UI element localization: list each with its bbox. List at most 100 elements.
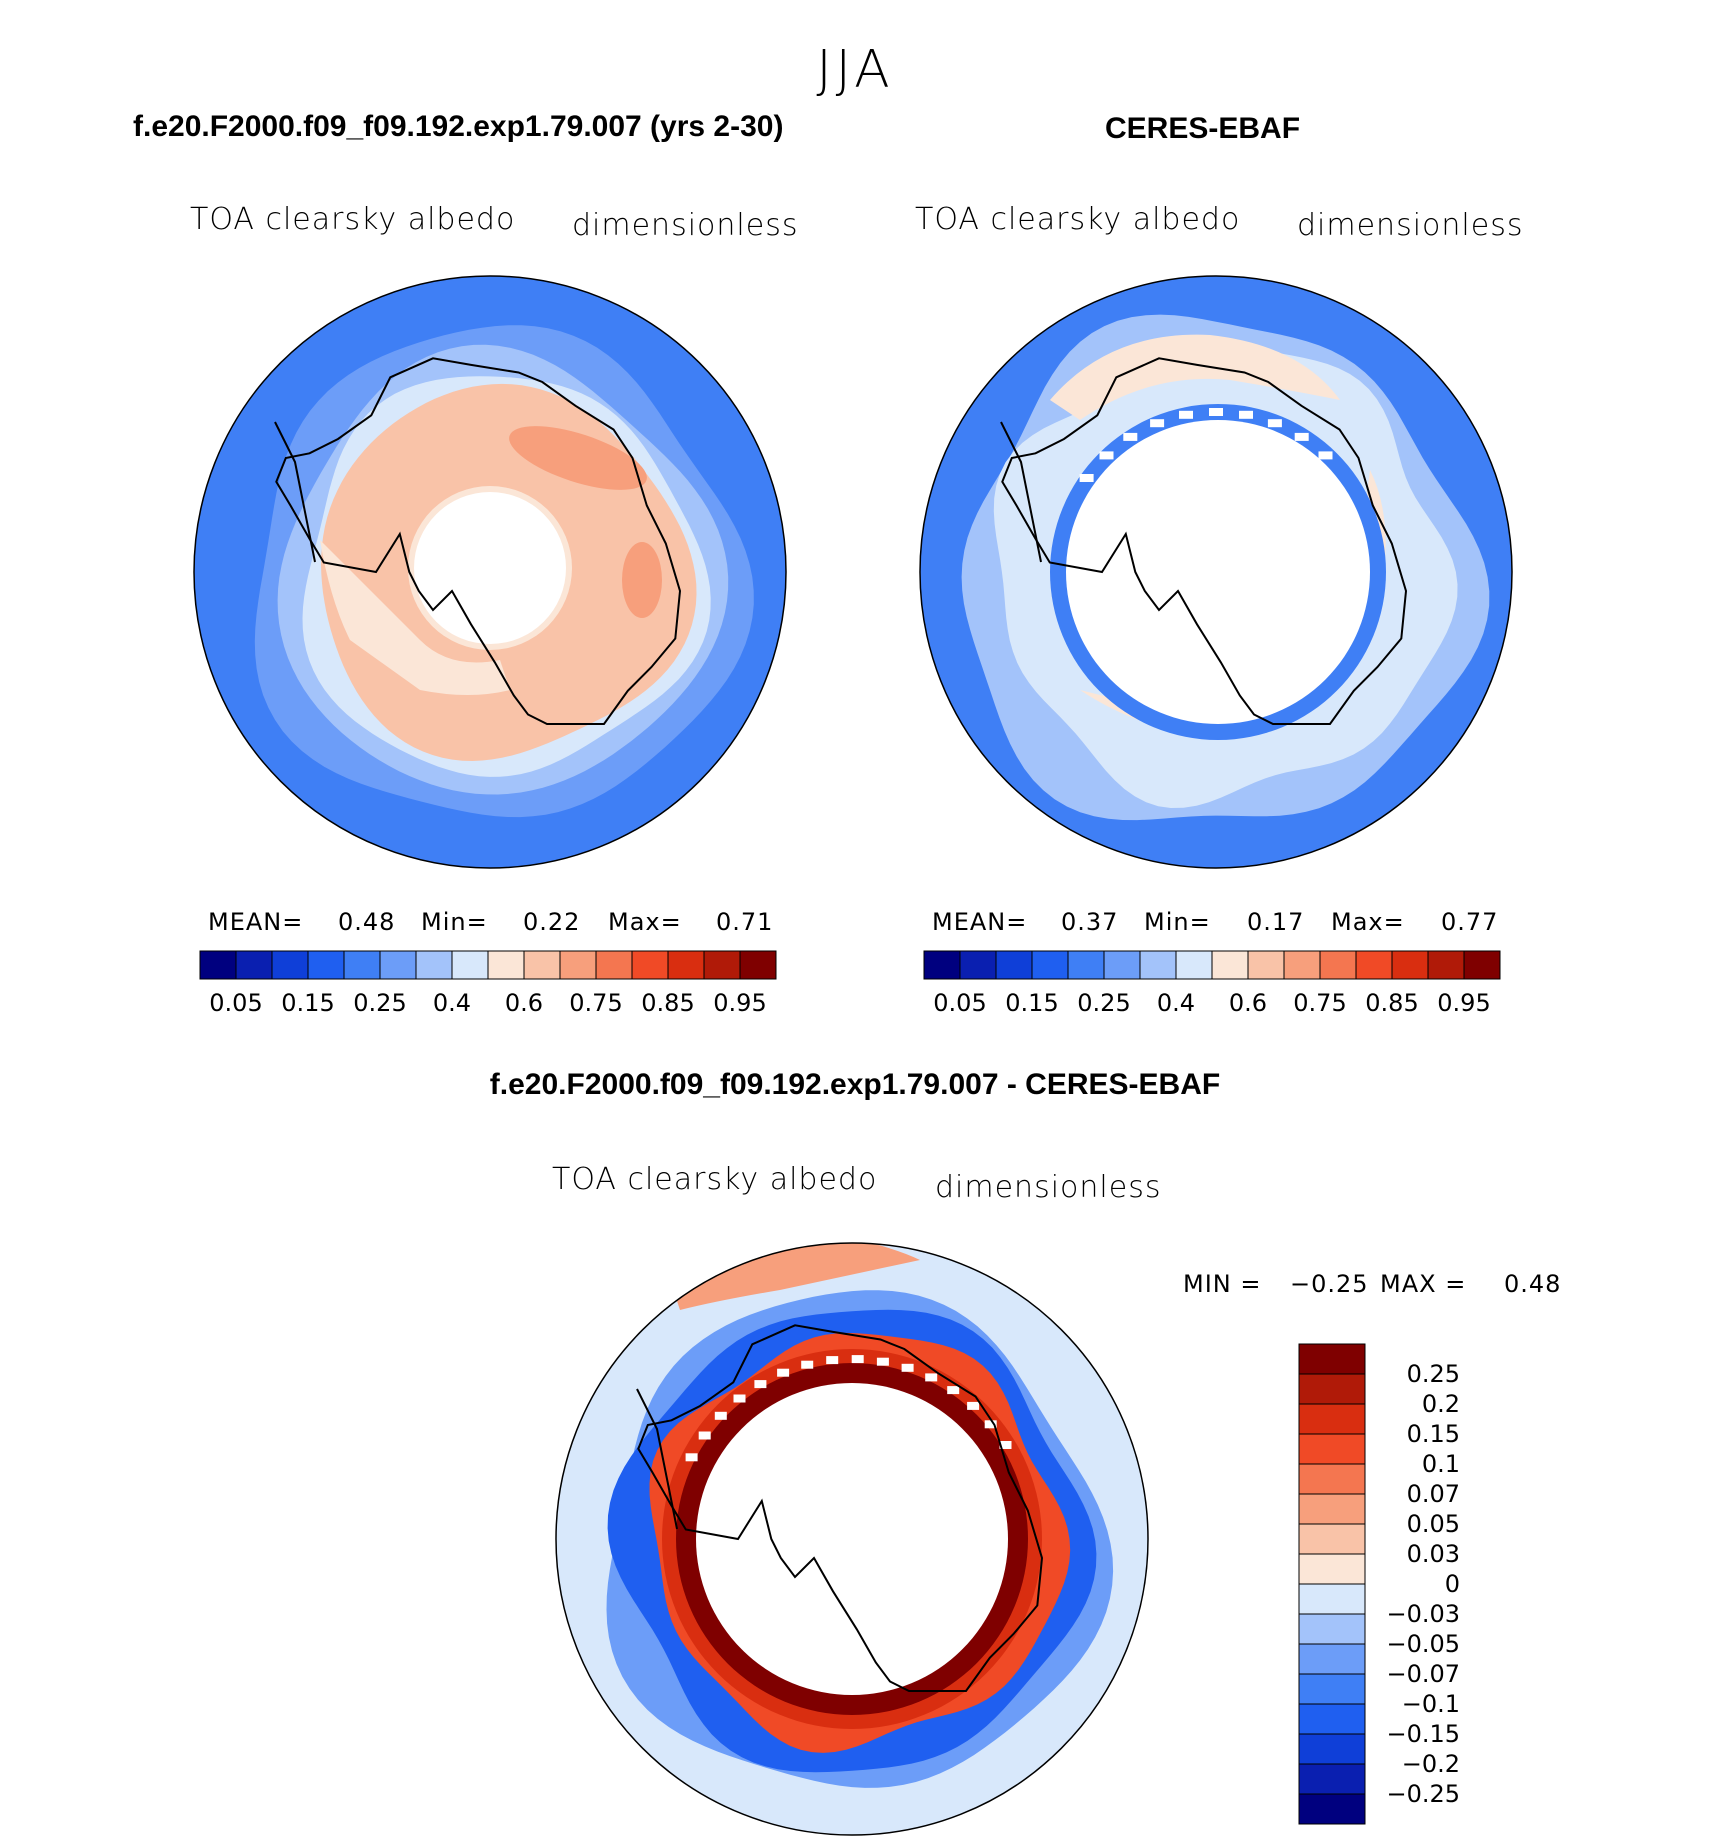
model-colorbar-swatch (560, 951, 596, 979)
diff-colorbar-tick-label: 0.03 (1370, 1540, 1460, 1568)
obs-colorbar-swatch (1248, 951, 1284, 979)
diff-colorbar-tick-label: −0.2 (1370, 1750, 1460, 1778)
diff-map (552, 1238, 1152, 1839)
model-colorbar-swatch (380, 951, 416, 979)
model-colorbar-tick-label: 0.6 (484, 989, 564, 1017)
model-colorbar-swatch (452, 951, 488, 979)
obs-map (916, 272, 1516, 872)
model-map (190, 272, 790, 872)
obs-colorbar-swatch (996, 951, 1032, 979)
model-zone-max-south (622, 542, 662, 618)
obs-colorbar-tick-label: 0.95 (1424, 989, 1504, 1017)
diff-colorbar-swatch (1299, 1674, 1365, 1704)
diff-missing-mark (801, 1361, 813, 1369)
diff-missing-mark (699, 1432, 711, 1440)
model-colorbar-tick-label: 0.75 (556, 989, 636, 1017)
model-colorbar-swatch (740, 951, 776, 979)
diff-missing-mark (826, 1356, 838, 1364)
diff-colorbar-tick-label: −0.25 (1370, 1780, 1460, 1808)
diff-colorbar-tick-label: 0.07 (1370, 1480, 1460, 1508)
model-colorbar-tick-label: 0.95 (700, 989, 780, 1017)
diff-colorbar-tick-label: −0.07 (1370, 1660, 1460, 1688)
model-colorbar-swatch (488, 951, 524, 979)
model-colorbar-swatch (272, 951, 308, 979)
obs-colorbar-swatch (1428, 951, 1464, 979)
diff-zone-pole-gap (696, 1383, 1008, 1695)
model-colorbar-swatch (308, 951, 344, 979)
model-colorbar-tick-label: 0.4 (412, 989, 492, 1017)
model-colorbar-tick-label: 0.85 (628, 989, 708, 1017)
obs-colorbar-swatch (1032, 951, 1068, 979)
model-colorbar-tick-label: 0.15 (268, 989, 348, 1017)
obs-missing-mark (1295, 433, 1309, 441)
diff-colorbar-swatch (1299, 1494, 1365, 1524)
obs-colorbar-swatch (1104, 951, 1140, 979)
obs-colorbar-tick-label: 0.4 (1136, 989, 1216, 1017)
obs-missing-mark (1150, 419, 1164, 427)
model-colorbar-swatch (704, 951, 740, 979)
diff-colorbar-swatch (1299, 1554, 1365, 1584)
obs-colorbar-swatch (960, 951, 996, 979)
diff-colorbar-swatch (1299, 1524, 1365, 1554)
diff-missing-mark (925, 1373, 937, 1381)
obs-colorbar-swatch (1464, 951, 1500, 979)
obs-missing-mark (1179, 411, 1193, 419)
diff-colorbar-swatch (1299, 1404, 1365, 1434)
diff-colorbar-tick-label: 0 (1370, 1570, 1460, 1598)
obs-missing-mark (1100, 451, 1114, 459)
obs-colorbar-swatch (1176, 951, 1212, 979)
obs-colorbar-tick-label: 0.25 (1064, 989, 1144, 1017)
obs-colorbar-swatch (1356, 951, 1392, 979)
obs-missing-mark (1319, 451, 1333, 459)
diff-missing-mark (686, 1453, 698, 1461)
model-colorbar-swatch (200, 951, 236, 979)
diff-missing-mark (947, 1386, 959, 1394)
model-colorbar-swatch (524, 951, 560, 979)
diff-colorbar-swatch (1299, 1704, 1365, 1734)
obs-colorbar-swatch (1284, 951, 1320, 979)
diff-colorbar-tick-label: 0.2 (1370, 1390, 1460, 1418)
diff-colorbar-swatch (1299, 1344, 1365, 1374)
diff-missing-mark (902, 1364, 914, 1372)
diff-colorbar-swatch (1299, 1794, 1365, 1824)
model-colorbar-swatch (596, 951, 632, 979)
obs-colorbar-swatch (1068, 951, 1104, 979)
model-colorbar-tick-label: 0.05 (196, 989, 276, 1017)
diff-missing-mark (967, 1402, 979, 1410)
diff-colorbar-tick-label: −0.15 (1370, 1720, 1460, 1748)
diff-colorbar-swatch (1299, 1614, 1365, 1644)
diff-missing-mark (734, 1395, 746, 1403)
diff-colorbar-swatch (1299, 1734, 1365, 1764)
obs-colorbar-swatch (1392, 951, 1428, 979)
diff-missing-mark (715, 1412, 727, 1420)
diff-colorbar-tick-label: −0.1 (1370, 1690, 1460, 1718)
diff-colorbar-swatch (1299, 1464, 1365, 1494)
diff-colorbar-tick-label: 0.15 (1370, 1420, 1460, 1448)
diff-missing-mark (852, 1355, 864, 1363)
obs-colorbar-tick-label: 0.6 (1208, 989, 1288, 1017)
obs-colorbar-swatch (1320, 951, 1356, 979)
model-colorbar-swatch (416, 951, 452, 979)
obs-colorbar-tick-label: 0.15 (992, 989, 1072, 1017)
obs-colorbar-swatch (1212, 951, 1248, 979)
obs-missing-mark (1209, 408, 1223, 416)
diff-missing-mark (754, 1380, 766, 1388)
diff-colorbar-swatch (1299, 1584, 1365, 1614)
model-colorbar-swatch (632, 951, 668, 979)
diff-colorbar-tick-label: −0.03 (1370, 1600, 1460, 1628)
obs-colorbar-swatch (924, 951, 960, 979)
model-colorbar-swatch (344, 951, 380, 979)
model-zone-pole-gap (414, 492, 566, 644)
diff-colorbar-swatch (1299, 1764, 1365, 1794)
diff-colorbar-tick-label: −0.05 (1370, 1630, 1460, 1658)
model-colorbar-tick-label: 0.25 (340, 989, 420, 1017)
obs-missing-mark (1239, 411, 1253, 419)
obs-colorbar-tick-label: 0.05 (920, 989, 1000, 1017)
diff-missing-mark (777, 1369, 789, 1377)
diff-colorbar-tick-label: 0.05 (1370, 1510, 1460, 1538)
diff-missing-mark (877, 1358, 889, 1366)
diff-colorbar-tick-label: 0.1 (1370, 1450, 1460, 1478)
obs-missing-mark (1123, 433, 1137, 441)
obs-colorbar-tick-label: 0.75 (1280, 989, 1360, 1017)
diff-colorbar-swatch (1299, 1374, 1365, 1404)
